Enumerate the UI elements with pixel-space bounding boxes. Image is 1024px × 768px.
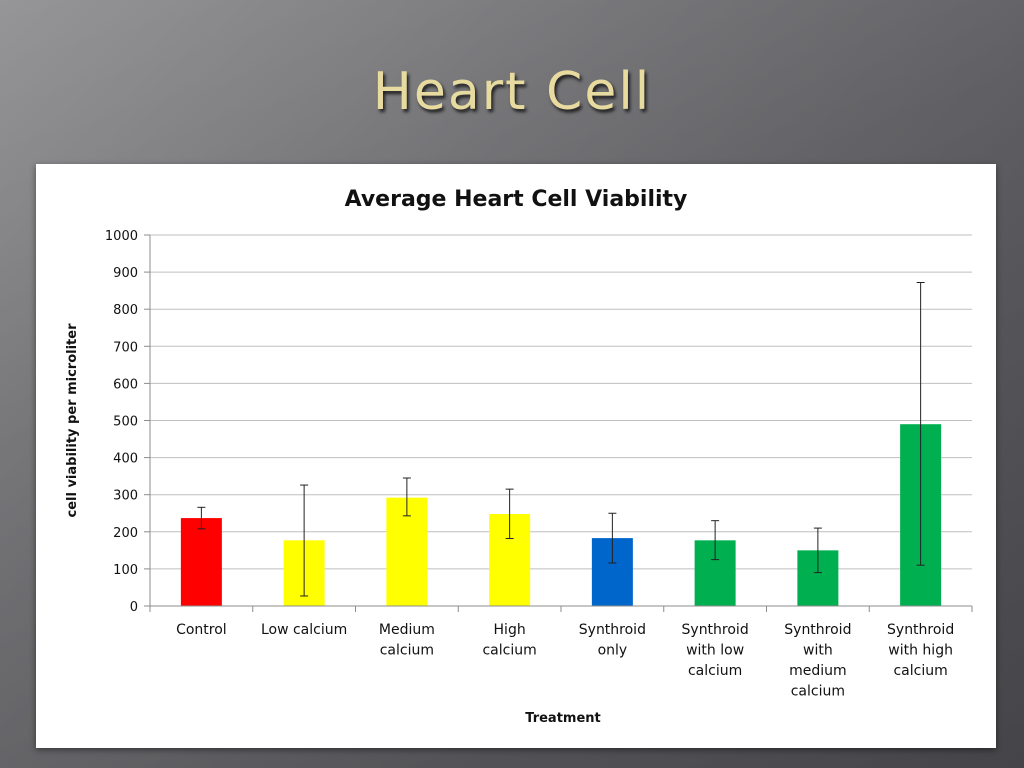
y-axis-label: cell viability per microliter — [65, 323, 80, 518]
y-tick-label: 200 — [113, 526, 138, 541]
bars — [180, 424, 942, 606]
category-label-line: calcium — [893, 663, 947, 679]
category-label-line: with low — [686, 643, 744, 659]
y-tick-label: 1000 — [105, 229, 138, 244]
category-label-line: calcium — [688, 663, 742, 679]
category-label-line: calcium — [380, 643, 434, 659]
x-axis: Control Low calcium Medium calcium High calci… — [149, 605, 973, 700]
x-axis-label: Treatment — [525, 711, 601, 726]
category-label-line: Synthroid — [682, 622, 749, 638]
y-tick-label: 300 — [113, 489, 138, 504]
y-tick-label: 700 — [113, 340, 138, 355]
gridlines — [150, 234, 972, 570]
y-tick-label: 900 — [113, 266, 138, 281]
slide-title: Heart Cell — [372, 62, 652, 122]
category-label-line: medium — [789, 663, 847, 679]
category-label-line: Synthroid — [784, 622, 851, 638]
category-label-line: with — [803, 643, 833, 659]
y-tick-label: 500 — [113, 415, 138, 430]
y-tick-label: 600 — [113, 377, 138, 392]
category-label-line: Medium — [379, 622, 435, 638]
y-tick-label: 0 — [130, 600, 138, 615]
category-label-line: calcium — [791, 684, 845, 700]
category-label: Synthroid with medium calcium — [784, 622, 851, 700]
category-label-line: Control — [176, 622, 227, 638]
error-bar — [813, 527, 822, 574]
category-label-line: with high — [888, 643, 953, 659]
y-tick-label: 800 — [113, 303, 138, 318]
y-axis: 0 100 200 300 400 500 600 700 800 900 1000 — [105, 229, 151, 615]
y-tick-label: 400 — [113, 452, 138, 467]
bar — [180, 518, 222, 606]
error-bar — [300, 484, 309, 597]
error-bar — [197, 506, 206, 530]
category-label-line: only — [598, 643, 628, 659]
category-label-line: High — [494, 622, 526, 638]
bar-chart: Average Heart Cell Viability 0 100 200 300 4… — [65, 187, 973, 726]
category-label: Low calcium — [261, 622, 347, 638]
y-tick-label: 100 — [113, 563, 138, 578]
error-bar — [505, 488, 514, 539]
category-label-line: calcium — [482, 643, 536, 659]
error-bar — [916, 281, 925, 566]
category-label: Synthroid only — [579, 622, 646, 659]
chart-title: Average Heart Cell Viability — [345, 187, 688, 212]
chart-panel: Average Heart Cell Viability 0 100 200 300 4… — [36, 164, 996, 748]
category-label-line: Low calcium — [261, 622, 347, 638]
category-label: Synthroid with high calcium — [887, 622, 954, 679]
category-label: Medium calcium — [379, 622, 435, 659]
error-bar — [402, 477, 411, 517]
error-bars — [197, 281, 925, 597]
category-label-line: Synthroid — [887, 622, 954, 638]
error-bar — [711, 520, 720, 561]
category-label: High calcium — [482, 622, 536, 659]
category-label: Synthroid with low calcium — [682, 622, 749, 679]
category-label-line: Synthroid — [579, 622, 646, 638]
category-label: Control — [176, 622, 227, 638]
error-bar — [608, 512, 617, 564]
